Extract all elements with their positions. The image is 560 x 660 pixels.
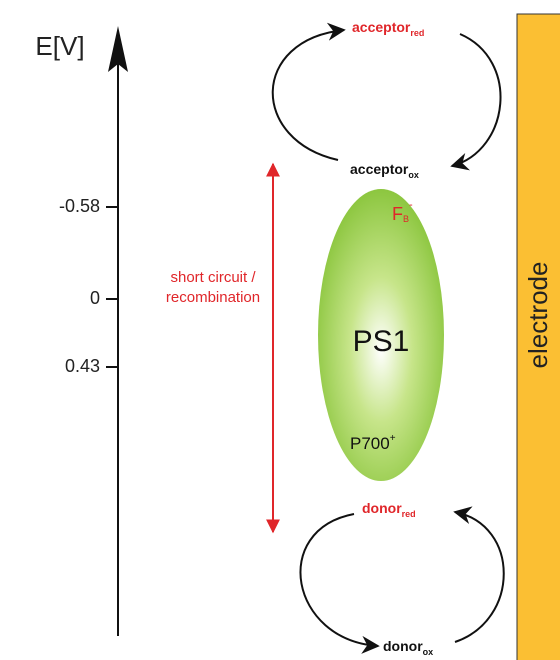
diagram: electrode E[V] -0.58 0 0.43 short circui… bbox=[0, 0, 560, 660]
ps1-label: PS1 bbox=[353, 325, 410, 358]
acceptor-ox: acceptorox bbox=[350, 161, 419, 181]
fb-sub: B bbox=[403, 214, 409, 224]
tick-label: 0.43 bbox=[65, 356, 100, 376]
cycle-arrow bbox=[455, 512, 504, 642]
donor-sub: ox bbox=[423, 647, 434, 657]
donor-red: donorred bbox=[362, 500, 416, 520]
p700-label: P700+ bbox=[350, 433, 396, 454]
tick-label: 0 bbox=[90, 288, 100, 308]
donor-ox: donorox bbox=[383, 638, 433, 658]
donor-text: donor bbox=[362, 500, 402, 516]
donor-sub: red bbox=[402, 509, 416, 519]
cycle-arrow bbox=[452, 34, 501, 166]
fb-sup: - bbox=[409, 199, 413, 211]
short-circuit-label: recombination bbox=[166, 289, 260, 306]
acceptor-text: acceptor bbox=[352, 19, 411, 35]
acceptor-sub: red bbox=[410, 28, 424, 38]
acceptor-sub: ox bbox=[408, 170, 419, 180]
short-circuit-label: short circuit / bbox=[170, 269, 256, 286]
electrode-label: electrode bbox=[523, 262, 553, 369]
donor-text: donor bbox=[383, 638, 423, 654]
p700-sup: + bbox=[390, 433, 396, 444]
cycle-arrow bbox=[300, 514, 378, 646]
p700-text: P700 bbox=[350, 434, 390, 453]
tick-label: -0.58 bbox=[59, 196, 100, 216]
fb-text: F bbox=[392, 204, 403, 224]
axis-label: E[V] bbox=[35, 31, 84, 61]
acceptor-red: acceptorred bbox=[352, 19, 424, 39]
cycle-arrow bbox=[273, 30, 344, 160]
acceptor-text: acceptor bbox=[350, 161, 409, 177]
